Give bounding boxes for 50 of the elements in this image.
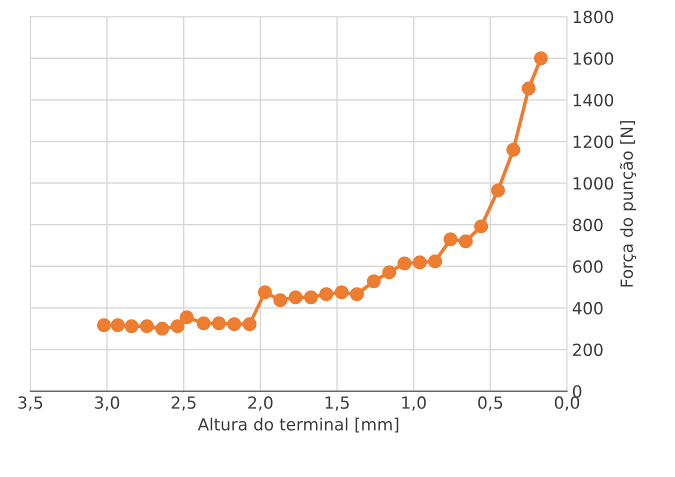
point: [212, 316, 226, 330]
x-tick-label: 2,0: [248, 396, 273, 411]
y-tick-label: 400: [572, 302, 603, 314]
y-tick-label: 200: [573, 343, 603, 356]
point: [506, 142, 520, 157]
point: [273, 293, 288, 308]
point: [304, 290, 318, 304]
y-tick-label: 1800: [574, 10, 614, 24]
point: [258, 285, 272, 300]
point: [522, 82, 536, 96]
x-tick-label: 3,0: [95, 396, 120, 411]
point: [140, 319, 154, 334]
y-axis-title: Força do punção [N]: [620, 121, 636, 287]
y-tick-label: 1200: [574, 135, 614, 148]
y-tick-label: 1400: [574, 94, 614, 106]
point: [155, 322, 170, 336]
point: [398, 256, 412, 270]
point: [382, 265, 396, 280]
point: [334, 285, 349, 300]
point: [227, 317, 242, 332]
x-tick-label: 1,5: [326, 396, 349, 411]
x-tick-label: 1,0: [402, 396, 426, 411]
point: [124, 319, 139, 334]
point: [458, 234, 473, 248]
point: [242, 317, 257, 332]
point: [534, 51, 548, 66]
point: [319, 287, 334, 302]
y-tick-label: 800: [572, 218, 603, 232]
x-tick-label: 3,5: [18, 396, 42, 411]
y-tick-label: 1600: [574, 52, 614, 65]
y-tick-label: 600: [573, 260, 603, 273]
point: [170, 319, 185, 334]
point: [366, 274, 381, 288]
point: [288, 290, 303, 304]
point: [412, 255, 427, 270]
x-tick-label: 0,0: [554, 396, 580, 411]
point: [110, 318, 125, 332]
point: [428, 254, 442, 268]
point: [180, 310, 194, 324]
x-tick-label: 0,5: [478, 396, 502, 411]
point: [491, 183, 505, 198]
point: [474, 219, 488, 234]
point: [350, 287, 364, 302]
point: [196, 316, 211, 330]
x-axis-title: Altura do terminal [mm]: [198, 418, 398, 433]
y-tick-label: 0: [572, 385, 582, 398]
point: [97, 318, 111, 332]
y-tick-label: 1000: [574, 177, 614, 190]
x-tick-label: 2,5: [172, 396, 196, 411]
point: [444, 232, 458, 246]
